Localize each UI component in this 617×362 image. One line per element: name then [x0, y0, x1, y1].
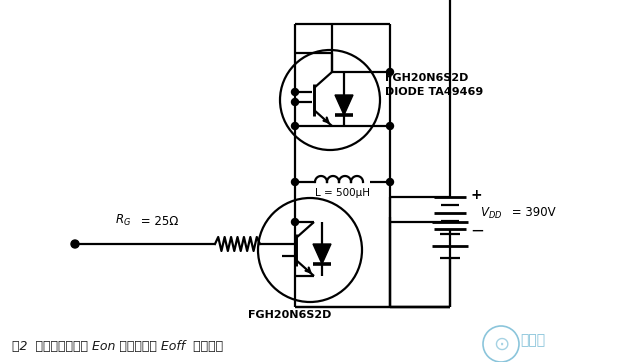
Circle shape [291, 98, 299, 105]
Text: −: − [470, 222, 484, 240]
Text: ⊙: ⊙ [493, 334, 509, 354]
Text: DIODE TA49469: DIODE TA49469 [385, 87, 483, 97]
Circle shape [291, 88, 299, 96]
Text: 图2  典型的导通能耗 Eon 和关断能耗 Eoff  测试电路: 图2 典型的导通能耗 Eon 和关断能耗 Eoff 测试电路 [12, 341, 223, 354]
Text: +: + [470, 188, 482, 202]
Text: 阳月辰: 阳月辰 [520, 333, 545, 347]
Text: FGH20N6S2D: FGH20N6S2D [248, 310, 332, 320]
Text: = 390V: = 390V [508, 206, 556, 219]
Text: $R_G$: $R_G$ [115, 213, 131, 228]
Circle shape [291, 178, 299, 185]
Circle shape [386, 178, 394, 185]
Circle shape [386, 122, 394, 130]
Circle shape [71, 240, 79, 248]
Polygon shape [313, 244, 331, 264]
Text: = 25Ω: = 25Ω [137, 215, 178, 228]
Circle shape [291, 122, 299, 130]
Text: $V_{DD}$: $V_{DD}$ [480, 206, 502, 220]
Polygon shape [335, 95, 353, 115]
Circle shape [291, 219, 299, 226]
Text: L = 500μH: L = 500μH [315, 188, 370, 198]
Circle shape [386, 68, 394, 76]
Text: FGH20N6S2D: FGH20N6S2D [385, 73, 468, 83]
